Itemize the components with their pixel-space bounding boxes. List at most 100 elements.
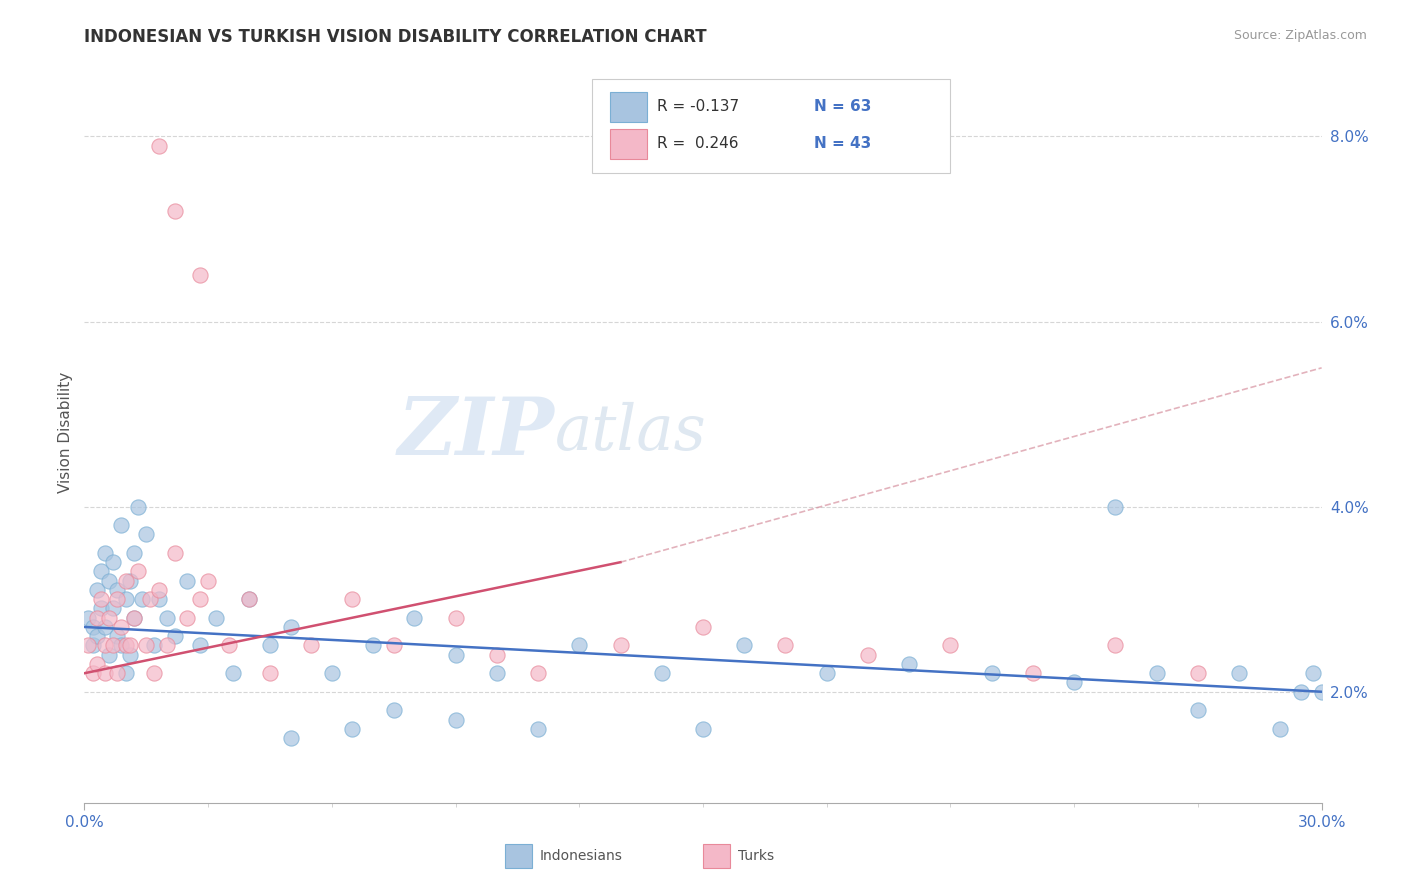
Point — [105, 666, 128, 681]
Point — [86, 629, 108, 643]
Point — [94, 666, 117, 681]
Point — [143, 666, 166, 681]
Point — [280, 731, 302, 745]
Point — [342, 722, 364, 736]
Point — [651, 666, 673, 681]
Point — [609, 639, 631, 653]
Point — [259, 639, 281, 653]
Text: ZIP: ZIP — [398, 394, 554, 471]
Point — [82, 639, 104, 653]
Point — [485, 648, 508, 662]
Point — [98, 574, 121, 588]
Point — [165, 629, 187, 643]
Point — [1227, 666, 1250, 681]
Point — [77, 610, 100, 624]
Text: Turks: Turks — [738, 849, 773, 863]
Point — [1310, 685, 1333, 699]
Point — [114, 639, 136, 653]
Text: atlas: atlas — [554, 401, 706, 464]
Point — [139, 592, 162, 607]
Point — [197, 574, 219, 588]
Point — [82, 666, 104, 681]
Point — [898, 657, 921, 671]
Point — [485, 666, 508, 681]
Point — [527, 666, 550, 681]
Point — [105, 582, 128, 597]
Point — [122, 610, 145, 624]
Point — [156, 639, 179, 653]
Point — [90, 565, 112, 579]
Point — [299, 639, 322, 653]
Point — [122, 610, 145, 624]
Point — [143, 639, 166, 653]
Point — [94, 546, 117, 560]
Point — [382, 703, 405, 717]
Y-axis label: Vision Disability: Vision Disability — [58, 372, 73, 493]
Point — [1289, 685, 1312, 699]
Point — [98, 610, 121, 624]
Point — [94, 620, 117, 634]
Point — [165, 203, 187, 218]
Point — [90, 601, 112, 615]
Point — [1302, 666, 1324, 681]
Point — [105, 629, 128, 643]
Point — [939, 639, 962, 653]
Point — [733, 639, 755, 653]
Point — [86, 582, 108, 597]
Point — [103, 639, 125, 653]
Text: R =  0.246: R = 0.246 — [657, 136, 738, 152]
Point — [86, 610, 108, 624]
Point — [444, 610, 467, 624]
Point — [1022, 666, 1045, 681]
Point — [156, 610, 179, 624]
Text: Indonesians: Indonesians — [540, 849, 623, 863]
Point — [238, 592, 260, 607]
Point — [856, 648, 879, 662]
Point — [165, 546, 187, 560]
Text: N = 43: N = 43 — [814, 136, 872, 152]
Point — [86, 657, 108, 671]
Point — [176, 610, 198, 624]
Text: R = -0.137: R = -0.137 — [657, 99, 740, 114]
Point — [94, 639, 117, 653]
Point — [382, 639, 405, 653]
Point — [103, 601, 125, 615]
Point — [444, 648, 467, 662]
Point — [98, 648, 121, 662]
Point — [148, 582, 170, 597]
Point — [1187, 666, 1209, 681]
Point — [321, 666, 343, 681]
Point — [148, 592, 170, 607]
Point — [1146, 666, 1168, 681]
Point — [1104, 639, 1126, 653]
Point — [238, 592, 260, 607]
Point — [404, 610, 426, 624]
Bar — [703, 844, 730, 868]
Point — [135, 639, 157, 653]
Point — [188, 639, 211, 653]
Point — [110, 518, 132, 533]
Point — [259, 666, 281, 681]
Text: INDONESIAN VS TURKISH VISION DISABILITY CORRELATION CHART: INDONESIAN VS TURKISH VISION DISABILITY … — [84, 28, 707, 45]
Point — [280, 620, 302, 634]
Bar — [610, 92, 647, 121]
Point — [527, 722, 550, 736]
Point — [114, 592, 136, 607]
Point — [342, 592, 364, 607]
Point — [110, 639, 132, 653]
Point — [148, 138, 170, 153]
Text: Source: ZipAtlas.com: Source: ZipAtlas.com — [1233, 29, 1367, 42]
Point — [135, 527, 157, 541]
Point — [775, 639, 797, 653]
Point — [176, 574, 198, 588]
Point — [205, 610, 228, 624]
FancyBboxPatch shape — [592, 78, 950, 173]
Text: N = 63: N = 63 — [814, 99, 872, 114]
Point — [188, 592, 211, 607]
Point — [118, 574, 141, 588]
Point — [90, 592, 112, 607]
Point — [692, 620, 714, 634]
Point — [188, 268, 211, 283]
Point — [105, 592, 128, 607]
Point — [77, 639, 100, 653]
